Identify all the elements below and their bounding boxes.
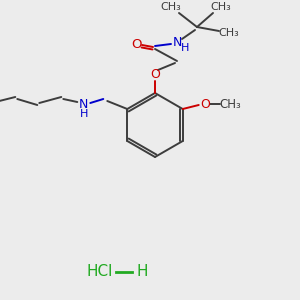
Text: O: O (200, 98, 210, 110)
Text: N: N (79, 98, 88, 112)
Text: HCl: HCl (87, 265, 113, 280)
Text: CH₃: CH₃ (160, 2, 182, 12)
Text: CH₃: CH₃ (211, 2, 231, 12)
Text: N: N (172, 37, 182, 50)
Text: H: H (181, 43, 189, 53)
Text: O: O (150, 68, 160, 82)
Text: H: H (80, 109, 88, 119)
Text: O: O (132, 38, 142, 52)
Text: H: H (136, 265, 148, 280)
Text: CH₃: CH₃ (219, 28, 239, 38)
Text: CH₃: CH₃ (220, 98, 242, 110)
